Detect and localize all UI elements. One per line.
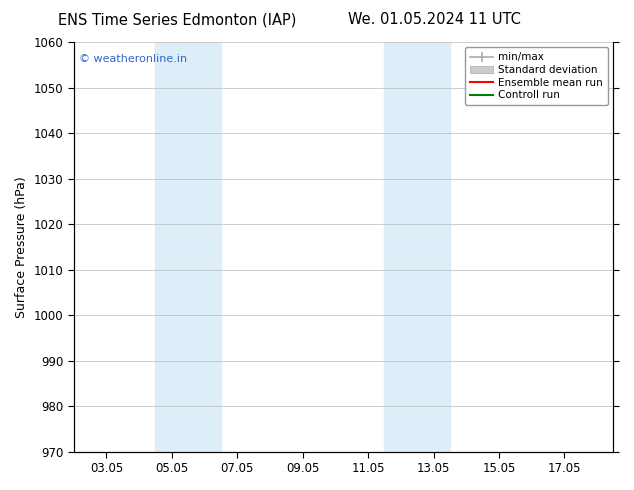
Legend: min/max, Standard deviation, Ensemble mean run, Controll run: min/max, Standard deviation, Ensemble me… [465,47,608,105]
Y-axis label: Surface Pressure (hPa): Surface Pressure (hPa) [15,176,28,318]
Text: ENS Time Series Edmonton (IAP): ENS Time Series Edmonton (IAP) [58,12,297,27]
Bar [155,42,221,452]
Text: We. 01.05.2024 11 UTC: We. 01.05.2024 11 UTC [348,12,521,27]
Text: © weatheronline.in: © weatheronline.in [79,54,187,64]
Bar [384,42,450,452]
